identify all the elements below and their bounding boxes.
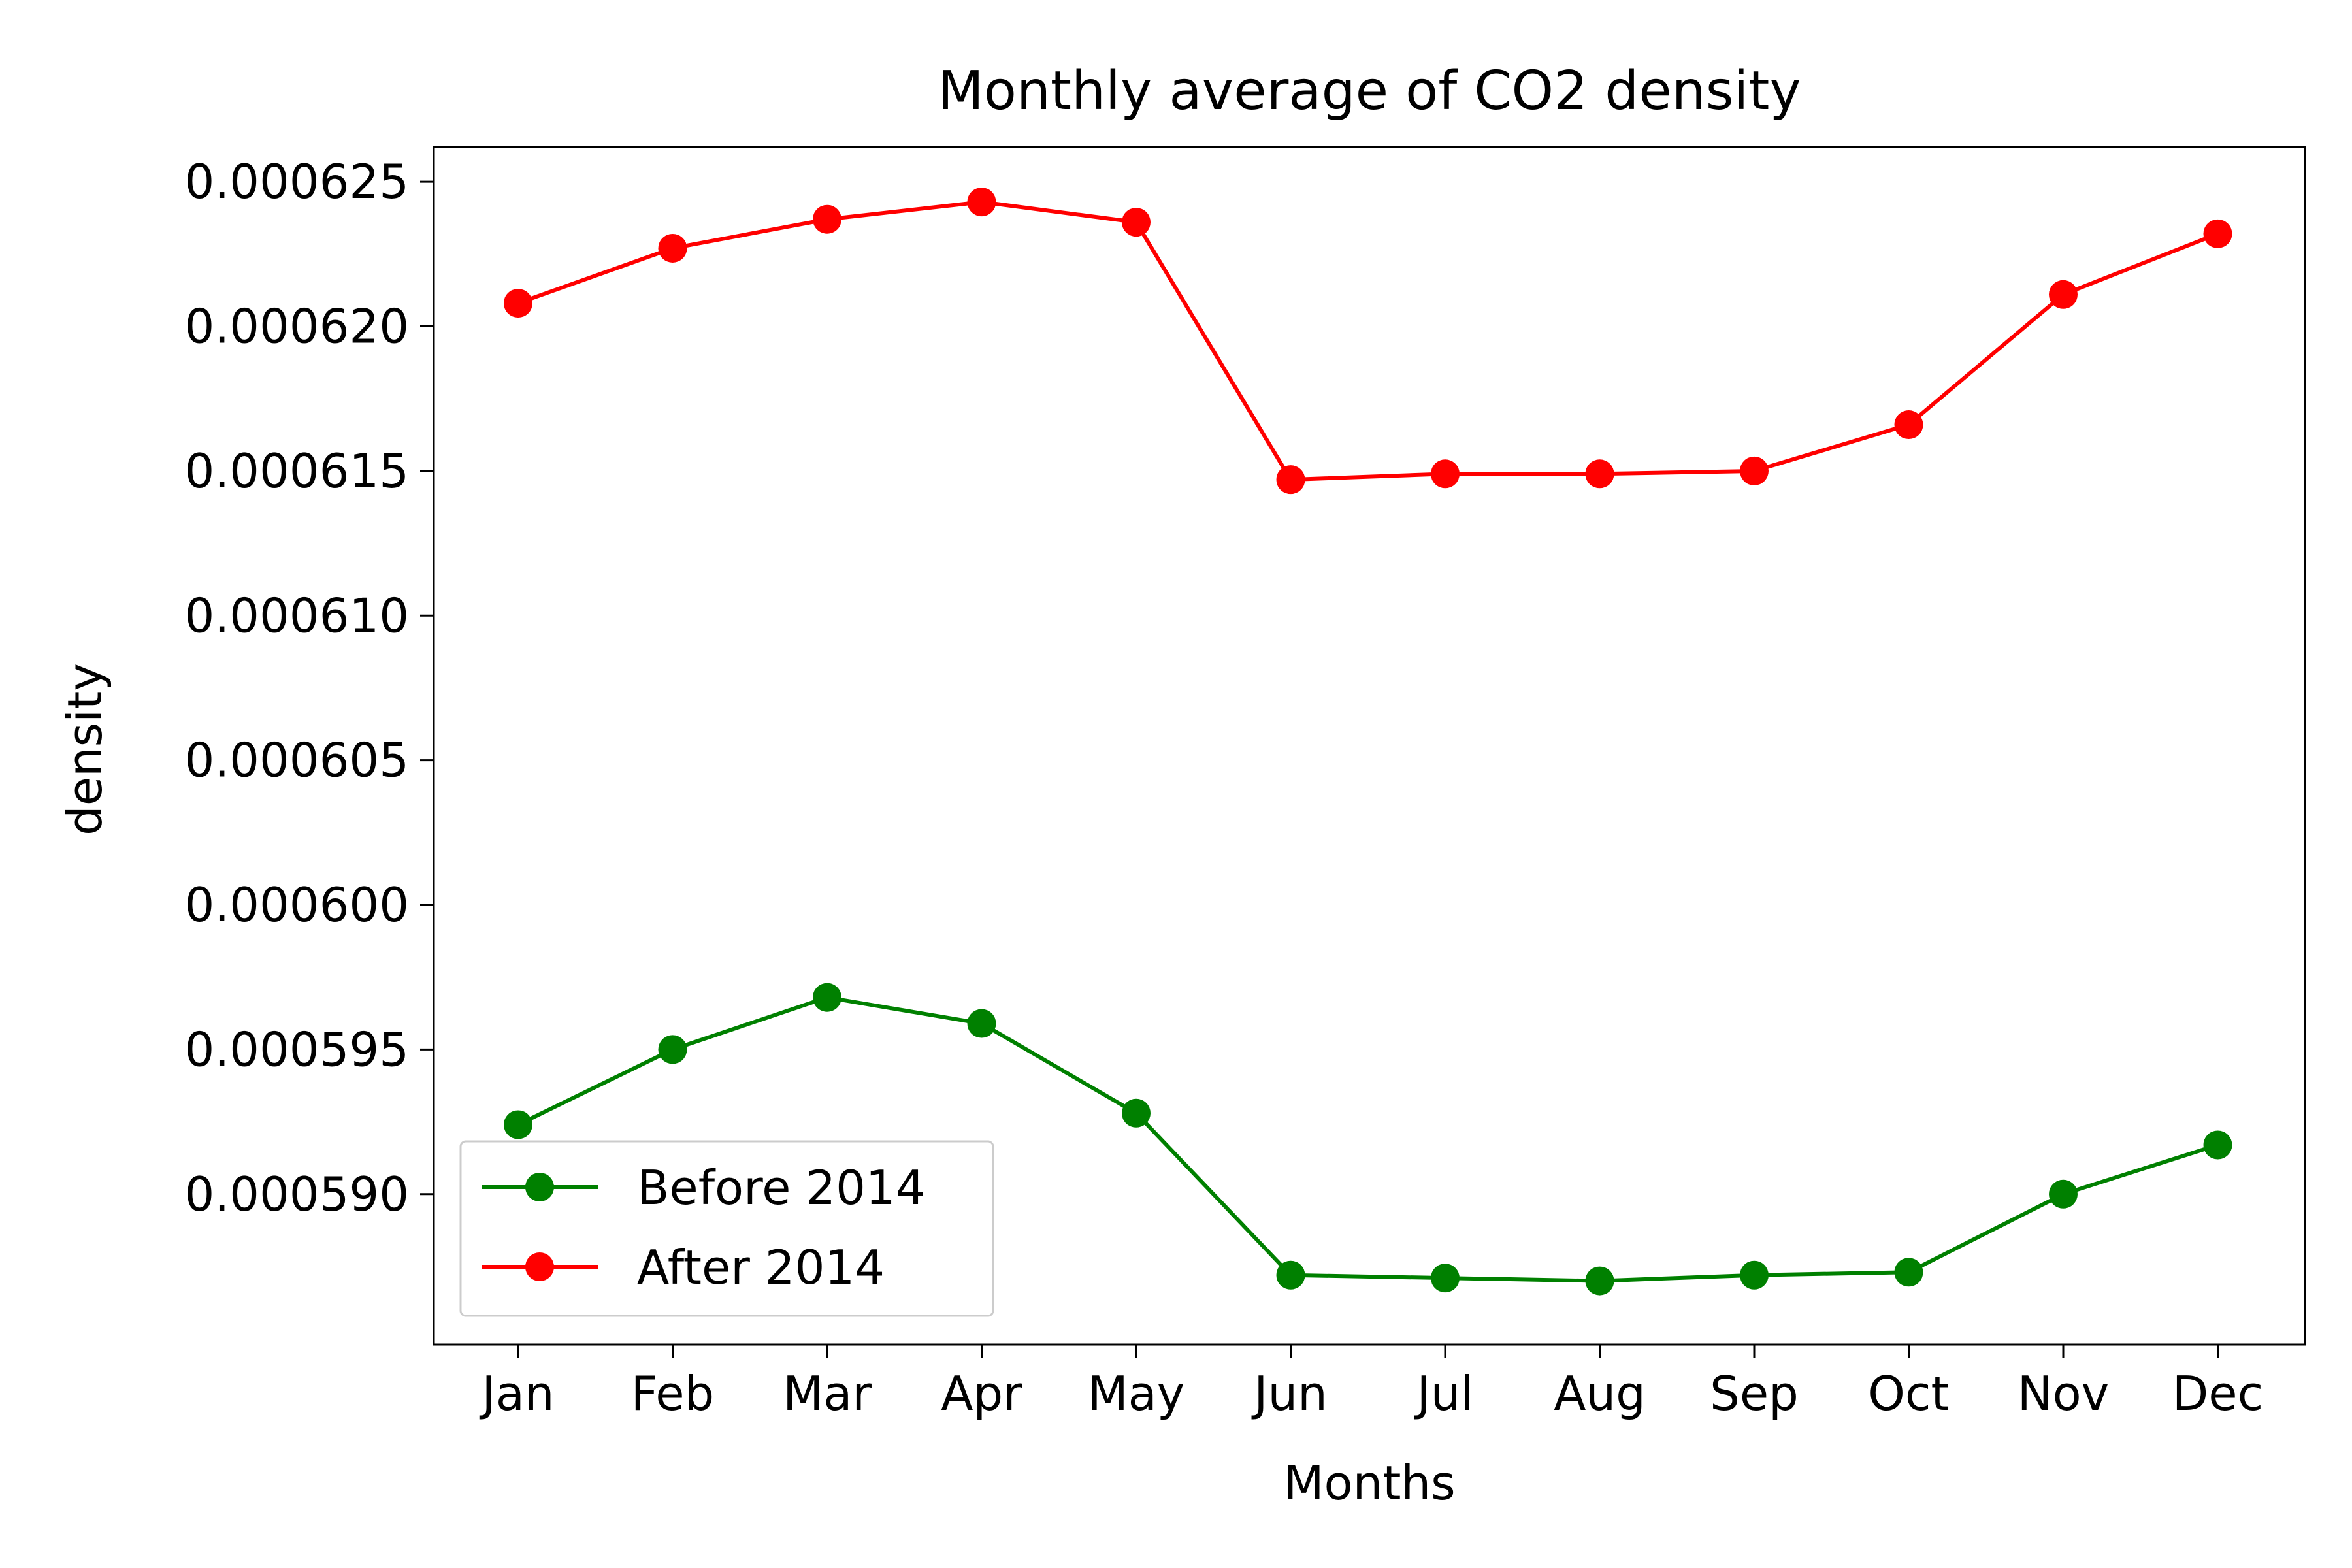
x-tick-label: Apr [941,1366,1022,1421]
data-point [813,204,841,234]
x-tick-label: May [1088,1366,1185,1421]
x-tick-label: Sep [1710,1366,1799,1421]
data-point [1894,1258,1923,1287]
data-point [1276,1260,1305,1290]
x-tick-label: Oct [1868,1366,1950,1421]
y-tick-label: 0.000605 [184,733,409,788]
data-point [2203,219,2232,248]
data-point [1276,465,1305,495]
x-tick-label: Jul [1414,1366,1474,1421]
data-point [1894,410,1923,440]
data-point [967,188,996,217]
data-point [658,233,687,263]
data-point [1431,1264,1460,1293]
x-tick-label: Mar [783,1366,872,1421]
x-tick-label: Jan [480,1366,555,1421]
y-tick-label: 0.000625 [184,154,409,209]
x-tick-label: Nov [2017,1366,2110,1421]
data-point [504,289,532,318]
legend-label: Before 2014 [637,1160,926,1215]
chart-title: Monthly average of CO2 density [938,60,1801,122]
y-tick-label: 0.000600 [184,877,409,932]
y-tick-label: 0.000590 [184,1167,409,1222]
data-point [1585,1266,1614,1296]
legend-label: After 2014 [637,1240,885,1295]
plot-frame [433,146,2306,1346]
data-point [2203,1130,2232,1160]
data-point [658,1035,687,1064]
data-point [1585,459,1614,489]
data-point [1431,459,1460,489]
y-axis-label: density [57,663,112,836]
data-point [2049,1179,2078,1209]
y-tick-label: 0.000620 [184,299,409,354]
data-point [504,1110,532,1139]
x-tick-label: Feb [631,1366,714,1421]
legend-marker [525,1252,554,1281]
data-point [1122,208,1151,237]
plot-area: Jan Feb Mar Apr May Jun Jul Aug Sep Oct Nov Dec 0.00… [184,146,2306,1421]
y-tick-label: 0.000615 [184,444,409,498]
x-tick-label: Aug [1554,1366,1646,1421]
series-line-1 [517,200,2219,482]
x-tick-label: Jun [1251,1366,1328,1421]
data-point [2049,280,2078,309]
data-point [813,983,841,1012]
x-axis-label: Months [1283,1456,1455,1511]
y-tick-label: 0.000595 [184,1022,409,1077]
legend-box [459,1140,994,1317]
x-tick-label: Dec [2172,1366,2263,1421]
legend-marker [525,1173,554,1201]
data-point [1740,1260,1769,1290]
series-line-0 [517,995,2219,1283]
data-point [967,1009,996,1038]
y-tick-label: 0.000610 [184,588,409,643]
data-point [1740,456,1769,485]
data-point [1122,1098,1151,1128]
